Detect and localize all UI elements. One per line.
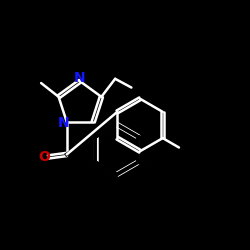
- Text: N: N: [58, 116, 70, 130]
- Text: O: O: [38, 150, 50, 164]
- Text: N: N: [74, 71, 86, 85]
